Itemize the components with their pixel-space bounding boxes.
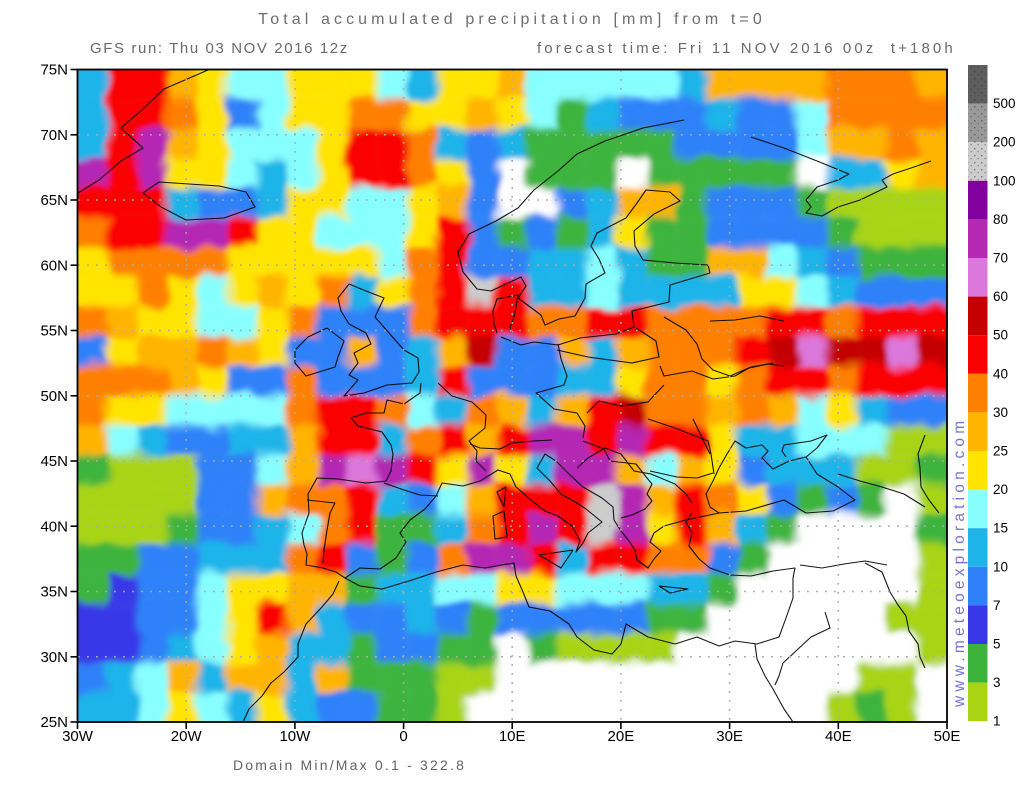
svg-text:7: 7 xyxy=(993,598,1001,613)
svg-text:30E: 30E xyxy=(716,728,743,745)
svg-text:5: 5 xyxy=(993,637,1001,652)
svg-text:500: 500 xyxy=(993,96,1016,111)
svg-text:40: 40 xyxy=(993,366,1008,381)
svg-text:0: 0 xyxy=(399,728,407,745)
svg-text:10E: 10E xyxy=(499,728,526,745)
svg-text:1: 1 xyxy=(993,714,1001,729)
svg-text:200: 200 xyxy=(993,135,1016,150)
svg-text:65N: 65N xyxy=(40,192,68,209)
svg-text:20W: 20W xyxy=(171,728,203,745)
svg-text:50E: 50E xyxy=(934,728,961,745)
svg-text:40E: 40E xyxy=(825,728,852,745)
svg-text:20E: 20E xyxy=(608,728,635,745)
svg-text:75N: 75N xyxy=(40,62,68,79)
svg-text:25: 25 xyxy=(993,444,1008,459)
svg-text:45N: 45N xyxy=(40,453,68,470)
svg-text:10: 10 xyxy=(993,559,1008,574)
svg-text:30N: 30N xyxy=(40,649,68,666)
svg-text:60: 60 xyxy=(993,289,1008,304)
svg-text:15: 15 xyxy=(993,521,1008,536)
svg-text:50N: 50N xyxy=(40,388,68,405)
svg-text:60N: 60N xyxy=(40,257,68,274)
svg-text:55N: 55N xyxy=(40,323,68,340)
svg-text:70: 70 xyxy=(993,251,1008,266)
svg-text:40N: 40N xyxy=(40,519,68,536)
svg-text:100: 100 xyxy=(993,173,1016,188)
svg-text:35N: 35N xyxy=(40,584,68,601)
svg-text:25N: 25N xyxy=(40,714,68,731)
svg-text:30W: 30W xyxy=(62,728,94,745)
svg-text:50: 50 xyxy=(993,328,1008,343)
svg-text:30: 30 xyxy=(993,405,1008,420)
svg-text:80: 80 xyxy=(993,212,1008,227)
svg-text:20: 20 xyxy=(993,482,1008,497)
svg-text:3: 3 xyxy=(993,675,1001,690)
svg-text:10W: 10W xyxy=(279,728,311,745)
svg-text:70N: 70N xyxy=(40,127,68,144)
